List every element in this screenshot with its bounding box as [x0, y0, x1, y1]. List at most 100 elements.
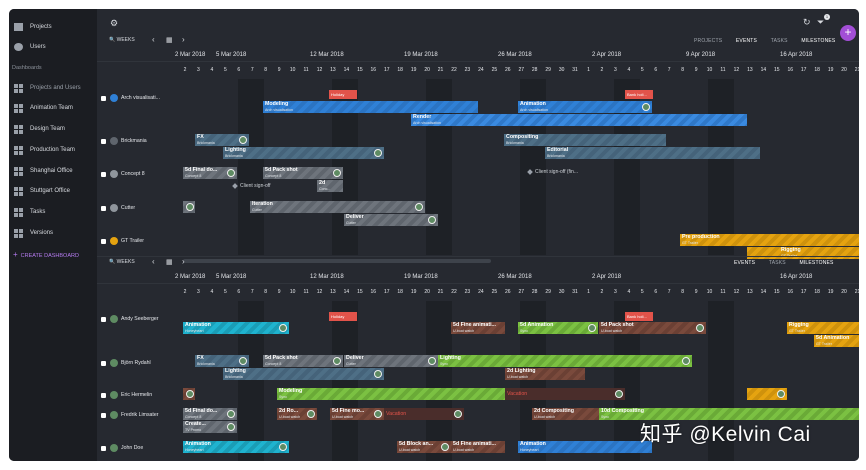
row-checkbox[interactable] — [101, 238, 106, 244]
user-row-label[interactable]: Björn Rydahl — [101, 357, 151, 369]
user-row-label[interactable]: John Doe — [101, 442, 143, 454]
row-checkbox[interactable] — [101, 360, 106, 366]
task-bar[interactable]: Editorial Brickmania — [545, 147, 760, 159]
create-dashboard-button[interactable]: + CREATE DASHBOARD — [13, 250, 79, 259]
task-bar[interactable]: Animation Honeyheart — [183, 441, 289, 453]
vacation-bar[interactable]: Vacation — [505, 388, 625, 400]
task-bar[interactable]: 5d Final do... Concept 8 — [183, 167, 237, 179]
project-row-label[interactable]: Cutter — [101, 202, 135, 214]
prev-button[interactable]: ‹ — [152, 257, 155, 266]
prev-button[interactable]: ‹ — [152, 35, 155, 44]
tab-tasks[interactable]: TASKS — [770, 38, 788, 44]
horizontal-scrollbar[interactable] — [183, 259, 491, 263]
task-bar[interactable]: 5d Animation Sync — [518, 322, 598, 334]
task-bar[interactable]: Render Arch visualisation — [411, 114, 747, 126]
task-bar[interactable]: Lighting Brickmania — [223, 147, 384, 159]
calendar-icon[interactable]: ▦ — [166, 259, 173, 266]
task-bar[interactable]: 2d Lighting U-boat watch — [505, 368, 585, 380]
task-subtitle: Concept 8 — [265, 362, 282, 366]
task-bar[interactable]: Modeling Arch visualisation — [263, 101, 478, 113]
next-button[interactable]: › — [182, 35, 185, 44]
filter-icon[interactable]: ⏷ — [817, 17, 825, 27]
user-row-label[interactable]: Eric Hermelin — [101, 389, 152, 401]
task-bar[interactable]: 5d Final do... Concept 8 — [183, 408, 237, 420]
row-checkbox[interactable] — [101, 95, 106, 101]
add-button[interactable]: + — [840, 25, 856, 41]
sidebar-item-shanghai-office[interactable]: Shanghai Office — [9, 163, 97, 179]
tab-milestones[interactable]: MILESTONES — [801, 38, 836, 44]
row-checkbox[interactable] — [101, 412, 106, 418]
task-bar[interactable]: Rigging GT Trailer — [787, 322, 859, 334]
task-bar[interactable]: Iteration Cutter — [250, 201, 425, 213]
task-bar[interactable]: Deliver Cutter — [344, 355, 438, 367]
task-subtitle: U-boat watch — [601, 329, 623, 333]
user-row-label[interactable]: Fredrik Limsater — [101, 409, 158, 421]
weeks-zoom-select[interactable]: 🔍 WEEKS — [109, 259, 135, 265]
tab-milestones[interactable]: MILESTONES — [799, 260, 834, 266]
sidebar-item-tasks[interactable]: Tasks — [9, 204, 97, 220]
task-bar[interactable]: 5d Block an... U-boat watch — [397, 441, 451, 453]
task-bar[interactable]: Deliver Cutter — [344, 214, 438, 226]
milestone[interactable]: Client sign-off — [233, 183, 270, 189]
holiday-marker[interactable]: Holiday — [329, 312, 357, 321]
task-bar[interactable]: Animation Honeyheart — [518, 441, 652, 453]
task-bar[interactable] — [747, 388, 787, 400]
sidebar-item-animation-team[interactable]: Animation Team — [9, 100, 97, 116]
task-bar[interactable]: 5d Pack shot Concept 8 — [263, 355, 343, 367]
task-bar[interactable]: Animation Arch visualisation — [518, 101, 652, 113]
task-bar[interactable] — [183, 388, 195, 400]
user-row-label[interactable]: Andy Seeberger — [101, 313, 159, 325]
task-bar[interactable]: Lighting Brickmania — [223, 368, 384, 380]
task-bar[interactable] — [183, 201, 195, 213]
vacation-bar[interactable]: Vacation — [384, 408, 464, 420]
sidebar-item-production-team[interactable]: Production Team — [9, 142, 97, 158]
task-bar[interactable]: 2d Ro... U-boat watch — [277, 408, 317, 420]
row-checkbox[interactable] — [101, 445, 106, 451]
task-bar[interactable]: 5d Fine animati... U-boat watch — [451, 322, 505, 334]
task-bar[interactable]: 5d Animation GT Trailer — [814, 335, 859, 347]
sidebar-item-versions[interactable]: Versions — [9, 225, 97, 241]
sidebar-item-design-team[interactable]: Design Team — [9, 121, 97, 137]
project-row-label[interactable]: Brickmania — [101, 135, 147, 147]
task-bar[interactable]: 5d Pack shot Concept 8 — [263, 167, 343, 179]
task-bar[interactable]: Animation Honeyheart — [183, 322, 289, 334]
task-bar[interactable]: 5d Fine animati... U-boat watch — [451, 441, 505, 453]
task-bar[interactable]: Create... TV Promo — [183, 421, 237, 433]
tab-events[interactable]: EVENTS — [735, 38, 758, 44]
holiday-marker[interactable]: Bank holi... — [625, 90, 653, 99]
tab-events[interactable]: EVENTS — [734, 260, 756, 266]
gear-icon[interactable]: ⚙ — [110, 18, 119, 28]
task-bar[interactable]: Lighting Sync — [438, 355, 692, 367]
next-button[interactable]: › — [182, 257, 185, 266]
sidebar-item-users[interactable]: Users — [9, 39, 97, 55]
project-row-label[interactable]: GT Trailer — [101, 235, 144, 247]
task-bar[interactable]: FX Brickmania — [195, 355, 249, 367]
task-bar[interactable]: Pre production GT Trailer — [680, 234, 859, 246]
tab-tasks[interactable]: TASKS — [768, 260, 786, 266]
task-bar[interactable]: 2d Conc... — [317, 180, 343, 192]
refresh-icon[interactable]: ↻ — [803, 17, 811, 27]
project-row-label[interactable]: Arch visualisati... — [101, 92, 160, 104]
row-checkbox[interactable] — [101, 392, 106, 398]
task-bar[interactable]: 5d Fine mo... U-boat watch — [330, 408, 384, 420]
holiday-marker[interactable]: Holiday — [329, 90, 357, 99]
sidebar-item-projects[interactable]: Projects — [9, 19, 97, 35]
project-row-label[interactable]: Concept 8 — [101, 168, 145, 180]
row-checkbox[interactable] — [101, 316, 106, 322]
row-checkbox[interactable] — [101, 171, 106, 177]
task-bar[interactable]: Rigging GT Trailer — [747, 247, 859, 259]
row-checkbox[interactable] — [101, 138, 106, 144]
milestone[interactable]: Client sign-off (fin... — [528, 169, 578, 175]
weeks-zoom-select[interactable]: 🔍 WEEKS — [109, 37, 135, 43]
task-bar[interactable]: Modeling Sync — [277, 388, 505, 400]
sidebar-item-projects-and-users[interactable]: Projects and Users — [9, 80, 97, 96]
task-bar[interactable]: 5d Pack shot U-boat watch — [599, 322, 706, 334]
task-bar[interactable]: Compositing Brickmania — [504, 134, 666, 146]
calendar-icon[interactable]: ▦ — [166, 37, 173, 44]
task-bar[interactable]: 10d Compositing Sync — [599, 408, 859, 420]
tab-projects[interactable]: PROJECTS — [694, 38, 723, 44]
task-bar[interactable]: FX Brickmania — [195, 134, 249, 146]
holiday-marker[interactable]: Bank holi... — [625, 312, 653, 321]
sidebar-item-stuttgart-office[interactable]: Stuttgart Office — [9, 183, 97, 199]
row-checkbox[interactable] — [101, 205, 106, 211]
